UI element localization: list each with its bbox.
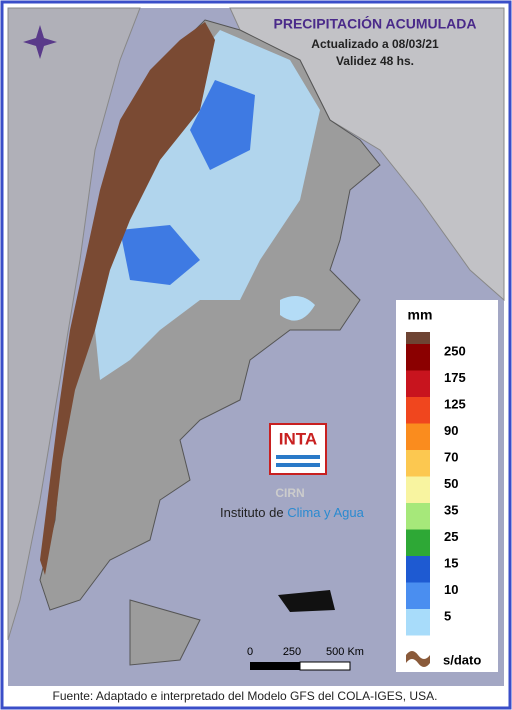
legend-swatch	[406, 529, 430, 556]
legend-swatch	[406, 556, 430, 583]
nodata-swatch	[406, 651, 430, 667]
legend-label: 50	[444, 476, 458, 491]
legend-label: 25	[444, 529, 458, 544]
legend-swatch	[406, 332, 430, 344]
compass	[23, 25, 57, 59]
legend-swatch	[406, 609, 430, 636]
rain-area	[280, 296, 315, 321]
neighbour-land	[7, 7, 141, 641]
legend-swatch	[406, 370, 430, 397]
updated: Actualizado a 08/03/21	[311, 37, 439, 51]
scale-bar	[299, 661, 351, 671]
nodata-area	[40, 22, 215, 575]
logo-stripe	[276, 463, 320, 467]
scale-bar	[250, 662, 300, 670]
country-land	[129, 599, 201, 666]
title: PRECIPITACIÓN ACUMULADA	[274, 15, 477, 32]
validity: Validez 48 hs.	[336, 54, 414, 68]
legend-swatch	[406, 450, 430, 477]
islands	[278, 590, 335, 612]
legend-unit: mm	[408, 307, 433, 323]
legend-label: 175	[444, 370, 466, 385]
legend-swatch	[406, 476, 430, 503]
legend-label: 15	[444, 555, 458, 570]
nodata-label: s/dato	[443, 652, 481, 667]
legend: 250 175 125 90 70 50 35 25 15 10 5	[406, 332, 466, 636]
logo-unit: CIRN	[275, 486, 304, 500]
source: Fuente: Adaptado e interpretado del Mode…	[53, 689, 438, 703]
logo-name-b: Clima y Agua	[287, 505, 364, 520]
legend-label: 90	[444, 423, 458, 438]
rain-area	[120, 80, 255, 285]
legend-swatch	[406, 582, 430, 609]
legend-label: 35	[444, 502, 458, 517]
logo-name-a: Instituto de	[220, 505, 287, 520]
legend-label: 125	[444, 396, 466, 411]
logo-mark: INTA	[279, 429, 317, 448]
legend-swatch	[406, 503, 430, 530]
legend-label: 70	[444, 449, 458, 464]
scale-label: 500 Km	[326, 646, 364, 658]
legend-swatch	[406, 423, 430, 450]
scale-label: 250	[283, 646, 301, 658]
logo-stripe	[276, 455, 320, 459]
legend-swatch	[406, 397, 430, 424]
legend-label: 10	[444, 582, 458, 597]
scale-label: 0	[247, 646, 253, 658]
legend-label: 250	[444, 343, 466, 358]
legend-swatch	[406, 344, 430, 371]
legend-label: 5	[444, 608, 451, 623]
logo-name: Instituto de Clima y Agua	[220, 505, 365, 520]
rain-area	[95, 30, 320, 380]
